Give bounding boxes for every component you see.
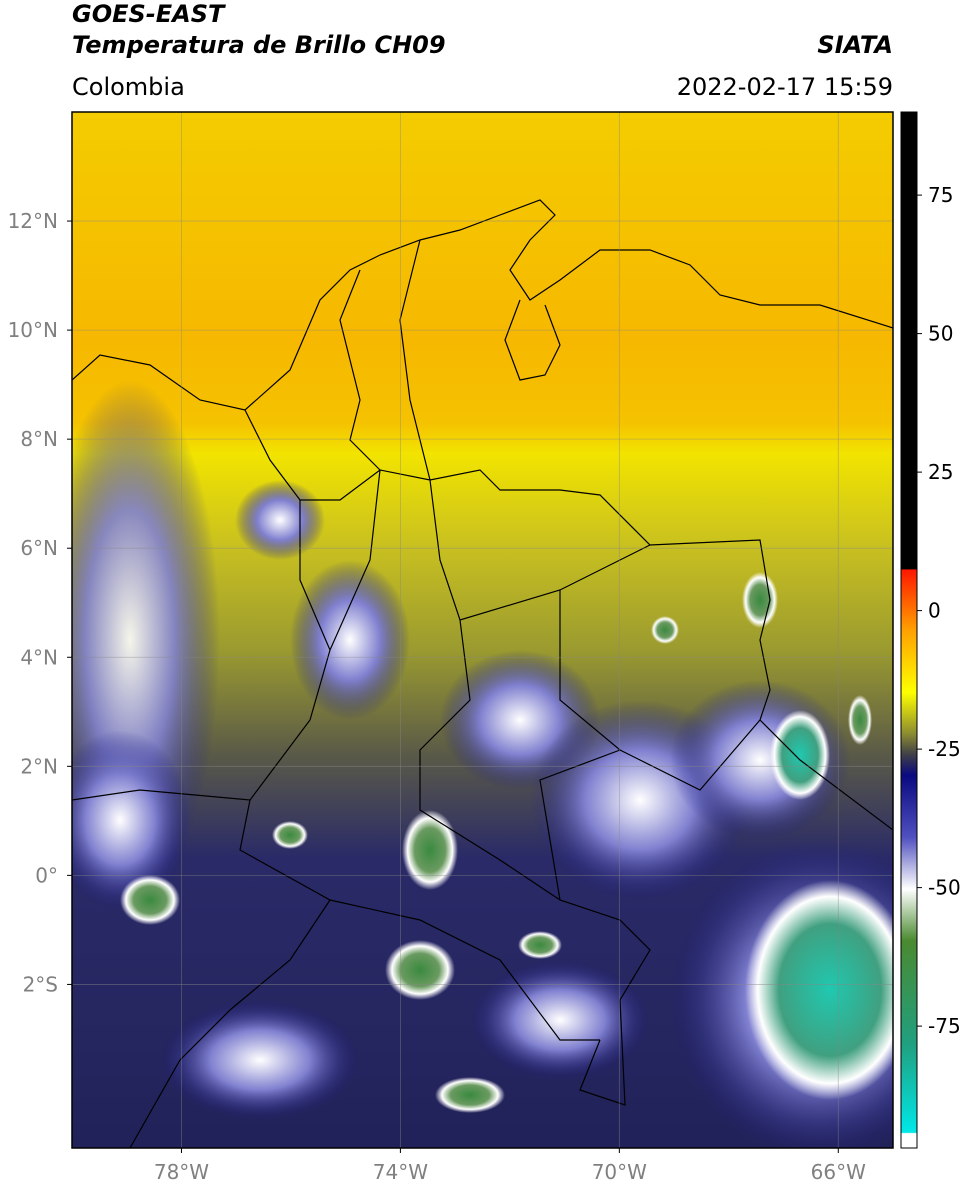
map-frame — [71, 111, 894, 1149]
region: Colombia — [72, 73, 185, 101]
datetime: 2022-02-17 15:59 — [677, 73, 893, 101]
lat-tick-label: 12°N — [8, 209, 58, 233]
lon-tick-label: 66°W — [811, 1160, 866, 1184]
map-image — [72, 112, 893, 1148]
colorbar — [900, 111, 918, 1149]
lat-tick-label: 2°N — [20, 754, 58, 778]
title-line-1: GOES-EAST — [72, 0, 226, 28]
graticule — [72, 112, 893, 1148]
lat-tick-label: 6°N — [20, 536, 58, 560]
source: SIATA — [817, 31, 893, 59]
lat-tick-label: 0° — [35, 863, 58, 887]
lon-tick-label: 78°W — [154, 1160, 209, 1184]
colorbar-tick-label: 75 — [928, 183, 953, 207]
lon-tick-label: 70°W — [592, 1160, 647, 1184]
colorbar-tick-label: -50 — [928, 876, 961, 900]
lat-tick-label: 8°N — [20, 427, 58, 451]
colorbar-tick-label: 50 — [928, 322, 953, 346]
colorbar-tick-label: 0 — [928, 599, 941, 623]
lon-tick-label: 74°W — [373, 1160, 428, 1184]
title-line-2: Temperatura de Brillo CH09 — [72, 31, 446, 59]
lat-tick-label: 2°S — [23, 972, 58, 996]
lat-tick-label: 4°N — [20, 645, 58, 669]
colorbar-tick-label: 25 — [928, 460, 953, 484]
colorbar-tick-label: -25 — [928, 737, 961, 761]
lat-tick-label: 10°N — [8, 318, 58, 342]
colorbar-tick-label: -75 — [928, 1014, 961, 1038]
